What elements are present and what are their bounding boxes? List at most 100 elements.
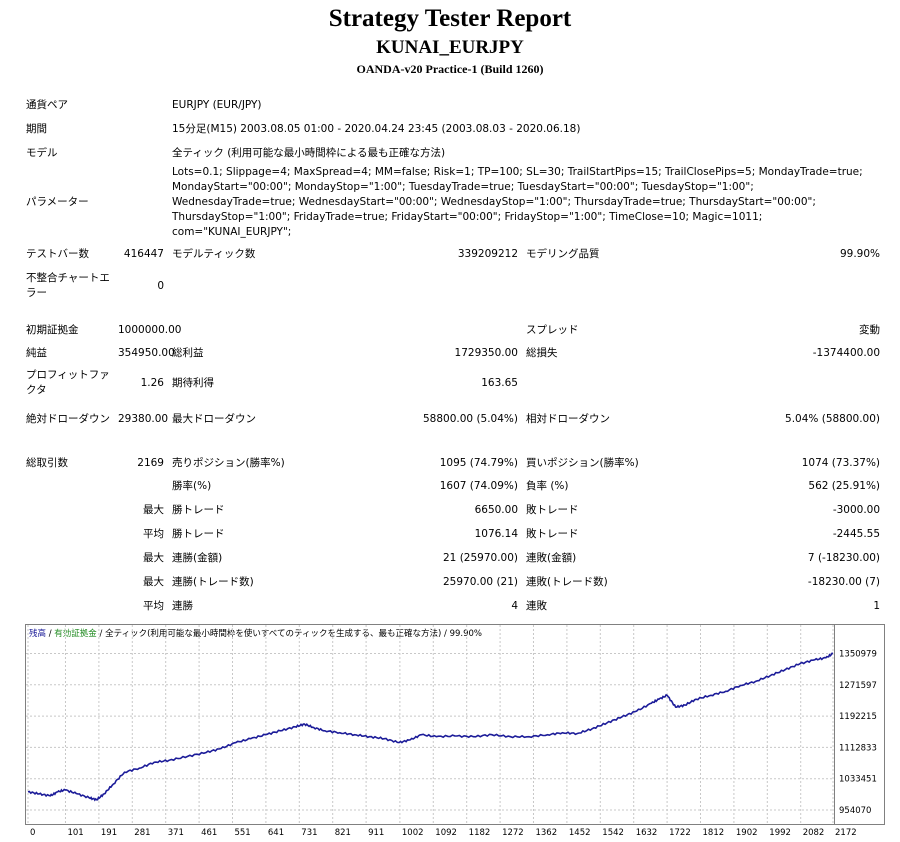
y-tick-label: 1033451 (839, 775, 877, 785)
row-average: 平均 勝トレード 1076.14 敗トレード -2445.55 (22, 522, 884, 546)
model-value: 全ティック (利用可能な最小時間枠による最も正確な方法) (172, 146, 446, 159)
bars-value: 416447 (123, 247, 164, 260)
max-consec-wins-label: 連勝(金額) (172, 551, 223, 564)
x-tick-label: 1362 (535, 828, 557, 838)
gross-loss-label: 総損失 (526, 346, 558, 359)
row-trades: 総取引数 2169 売りポジション(勝率%) 1095 (74.79%) 買いポ… (22, 437, 884, 474)
pf-value: 1.26 (140, 376, 164, 389)
max-dd-value: 58800.00 (5.04%) (423, 412, 518, 425)
loss-value: 562 (25.91%) (808, 479, 881, 492)
largest-win-label: 勝トレード (172, 503, 225, 516)
net-value: 354950.00 (118, 346, 175, 359)
trades-label: 総取引数 (26, 457, 68, 469)
mismatch-value: 0 (157, 279, 164, 292)
row-model: モデル 全ティック (利用可能な最小時間枠による最も正確な方法) (22, 141, 884, 165)
quality-label: モデリング品質 (526, 247, 600, 260)
abs-dd-label: 絶対ドローダウン (26, 412, 110, 425)
x-tick-label: 1722 (669, 828, 691, 838)
avg-consec-losses-value: 1 (873, 599, 881, 612)
y-tick-label: 954070 (839, 806, 871, 816)
period-value: 15分足(M15) 2003.08.05 01:00 - 2020.04.24 … (172, 122, 581, 135)
short-label: 売りポジション(勝率%) (172, 457, 285, 469)
max-dd-label: 最大ドローダウン (172, 412, 256, 425)
row-pf: プロフィットファクタ 1.26 期待利得 163.65 (22, 365, 884, 401)
largest-label: 最大 (143, 503, 164, 516)
win-label: 勝率(%) (172, 479, 212, 492)
x-tick-label: 1902 (736, 828, 758, 838)
row-max-consec-count: 最大 連勝(トレード数) 25970.00 (21) 連敗(トレード数) -18… (22, 570, 884, 594)
legend-sep-3: / (441, 629, 449, 639)
net-label: 純益 (26, 346, 47, 359)
x-tick-labels: 0 101 191 281 371 461 551 641 731 821 911 1002 1092 1… (30, 828, 857, 838)
params-value: Lots=0.1; Slippage=4; MaxSpread=4; MM=fa… (172, 166, 863, 238)
max-consec-profit-value: 25970.00 (21) (443, 575, 518, 588)
chart-frame (25, 624, 885, 825)
legend-sep-2: / (97, 629, 105, 639)
max-consec-losses-label: 連敗(金額) (526, 551, 577, 564)
largest-win-value: 6650.00 (474, 503, 518, 516)
y-tick-label: 1112833 (839, 743, 877, 753)
row-drawdown: 絶対ドローダウン 29380.00 最大ドローダウン 58800.00 (5.0… (22, 401, 884, 437)
expected-value: 163.65 (481, 376, 518, 389)
pf-label: プロフィットファクタ (26, 369, 110, 396)
row-net: 純益 354950.00 総利益 1729350.00 総損失 -1374400… (22, 341, 884, 365)
max-consec-loss-value: -18230.00 (7) (807, 575, 881, 588)
legend-balance: 残高 (29, 628, 46, 639)
symbol-value: EURJPY (EUR/JPY) (172, 98, 262, 111)
average-loss-label: 敗トレード (526, 527, 579, 540)
row-winrate: 勝率(%) 1607 (74.09%) 負率 (%) 562 (25.91%) (22, 474, 884, 498)
average-loss-value: -2445.55 (832, 527, 881, 540)
max1-label: 最大 (143, 551, 164, 564)
row-symbol: 通貨ペア EURJPY (EUR/JPY) (22, 93, 884, 117)
max-consec-wins-value: 21 (25970.00) (443, 551, 518, 564)
largest-loss-value: -3000.00 (832, 503, 881, 516)
bars-label: テストバー数 (26, 247, 89, 260)
x-tick-label: 0 (30, 828, 35, 838)
mismatch-label: 不整合チャートエラー (26, 272, 110, 299)
loss-label: 負率 (%) (526, 479, 569, 492)
symbol-label: 通貨ペア (26, 98, 68, 111)
x-tick-label: 1272 (502, 828, 524, 838)
server-build: OANDA-v20 Practice-1 (Build 1260) (356, 62, 544, 76)
row-bars: テストバー数 416447 モデルティック数 339209212 モデリング品質… (22, 240, 884, 268)
y-tick-label: 1350979 (839, 649, 877, 659)
x-tick-label: 1812 (703, 828, 725, 838)
x-tick-label: 551 (234, 828, 250, 838)
max-consec-profit-label: 連勝(トレード数) (172, 575, 254, 588)
report-title: Strategy Tester Report (328, 5, 572, 32)
x-tick-label: 1542 (602, 828, 624, 838)
average-win-label: 勝トレード (172, 527, 225, 540)
gross-profit-value: 1729350.00 (454, 346, 518, 359)
x-tick-label: 101 (67, 828, 83, 838)
x-tick-label: 191 (101, 828, 117, 838)
x-tick-label: 371 (168, 828, 184, 838)
row-deposit: 初期証拠金 1000000.00 スプレッド 変動 (22, 304, 884, 341)
model-label: モデル (26, 146, 58, 159)
long-value: 1074 (73.37%) (801, 457, 881, 469)
legend-quality: 99.90% (450, 629, 482, 639)
long-label: 買いポジション(勝率%) (526, 457, 639, 469)
ticks-label: モデルティック数 (172, 247, 256, 260)
spread-label: スプレッド (526, 324, 579, 336)
balance-chart: 残高 / 有効証拠金 / 全ティック(利用可能な最小時間枠を使いすべてのティック… (25, 624, 885, 838)
x-tick-label: 1182 (469, 828, 491, 838)
gross-loss-value: -1374400.00 (812, 346, 881, 359)
max-consec-losses-value: 7 (-18230.00) (807, 551, 881, 564)
ticks-value: 339209212 (457, 247, 518, 260)
y-tick-label: 1271597 (839, 681, 877, 691)
deposit-value: 1000000.00 (118, 324, 182, 336)
period-label: 期間 (26, 122, 47, 135)
average-win-value: 1076.14 (474, 527, 518, 540)
row-mismatch: 不整合チャートエラー 0 (22, 268, 884, 304)
x-tick-label: 1992 (769, 828, 791, 838)
legend-sep-1: / (46, 629, 54, 639)
x-tick-label: 911 (368, 828, 384, 838)
x-tick-label: 2082 (803, 828, 825, 838)
avg-consec-losses-label: 連敗 (526, 599, 547, 612)
row-avg-consec: 平均 連勝 4 連敗 1 (22, 594, 884, 618)
balance-chart-svg: 残高 / 有効証拠金 / 全ティック(利用可能な最小時間枠を使いすべてのティック… (25, 624, 885, 838)
report-table: 通貨ペア EURJPY (EUR/JPY) 期間 15分足(M15) 2003.… (22, 93, 884, 618)
avg-consec-wins-label: 連勝 (172, 599, 193, 612)
gross-profit-label: 総利益 (172, 346, 204, 359)
rel-dd-label: 相対ドローダウン (526, 412, 610, 425)
